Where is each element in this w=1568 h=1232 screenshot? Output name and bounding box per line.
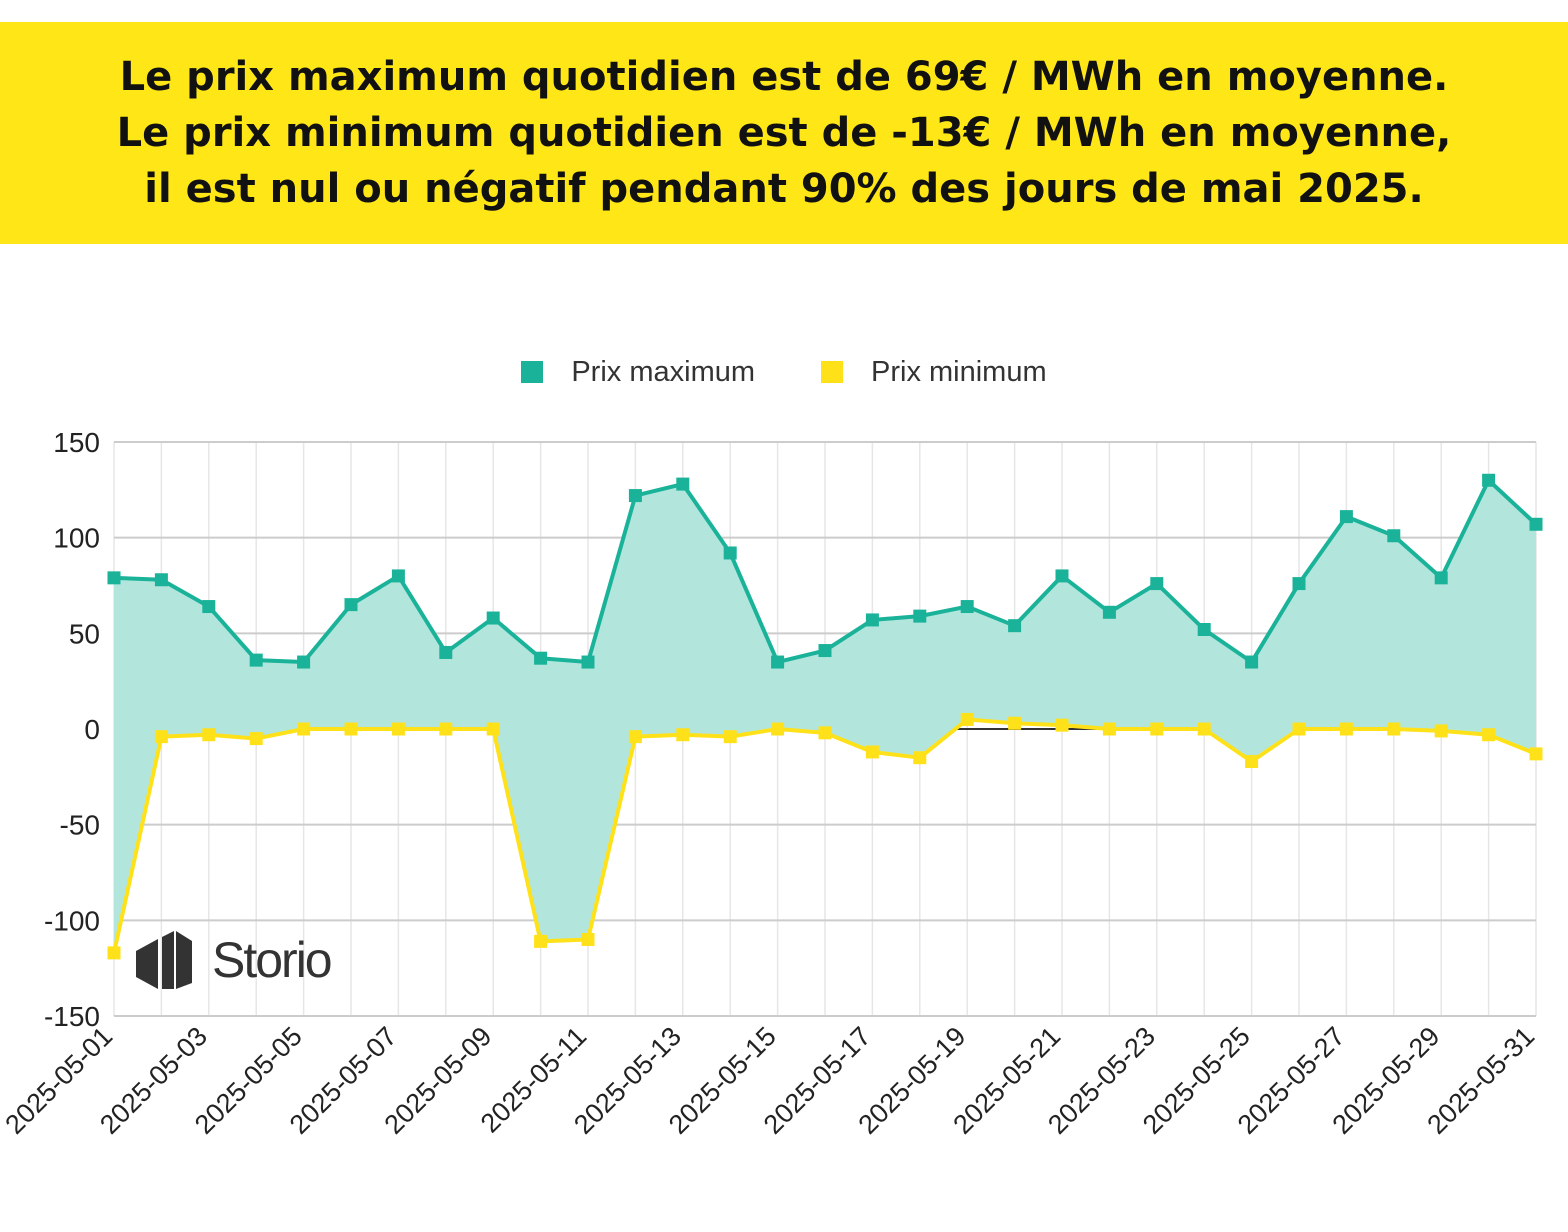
- data-point-min: [960, 712, 974, 726]
- data-point-max: [439, 645, 453, 659]
- data-point-min: [723, 730, 737, 744]
- data-point-min: [1102, 722, 1116, 736]
- data-point-max: [107, 571, 121, 585]
- y-tick-label: -100: [44, 905, 100, 936]
- data-point-max: [1387, 529, 1401, 543]
- data-point-min: [628, 730, 642, 744]
- data-point-min: [1529, 747, 1543, 761]
- data-point-min: [818, 726, 832, 740]
- data-point-max: [1434, 571, 1448, 585]
- range-fill-area: [114, 480, 1536, 953]
- data-point-min: [771, 722, 785, 736]
- data-point-min: [344, 722, 358, 736]
- data-point-max: [1150, 577, 1164, 591]
- data-point-min: [676, 728, 690, 742]
- data-point-max: [1197, 623, 1211, 637]
- data-point-min: [249, 732, 263, 746]
- data-point-max: [628, 489, 642, 503]
- data-point-min: [865, 745, 879, 759]
- y-tick-label: -150: [44, 1001, 100, 1032]
- data-point-max: [818, 644, 832, 658]
- legend-label-min: Prix minimum: [871, 355, 1047, 388]
- data-point-min: [486, 722, 500, 736]
- data-point-min: [154, 730, 168, 744]
- storio-logo-text: Storio: [212, 932, 333, 988]
- headline-line-2: Le prix minimum quotidien est de -13€ / …: [116, 110, 1452, 156]
- data-point-max: [1008, 619, 1022, 633]
- data-point-min: [1387, 722, 1401, 736]
- y-tick-label: 100: [53, 523, 100, 554]
- headline-line-3: il est nul ou négatif pendant 90% des jo…: [144, 166, 1424, 212]
- legend-swatch-min: [821, 361, 844, 383]
- headline-banner: Le prix maximum quotidien est de 69€ / M…: [0, 22, 1568, 244]
- data-point-max: [1339, 510, 1353, 524]
- y-tick-label: 150: [53, 427, 100, 458]
- legend-item-max: Prix maximum: [521, 356, 755, 389]
- data-point-max: [723, 546, 737, 560]
- data-point-max: [865, 613, 879, 627]
- data-point-max: [344, 598, 358, 612]
- storio-watermark: Storio: [136, 928, 333, 992]
- chart-legend: Prix maximum Prix minimum: [0, 350, 1568, 394]
- data-point-max: [297, 655, 311, 669]
- data-point-max: [676, 477, 690, 491]
- y-tick-label: 50: [69, 618, 100, 649]
- legend-swatch-max: [521, 361, 544, 383]
- y-tick-label: -50: [60, 810, 100, 841]
- data-point-max: [1482, 473, 1496, 487]
- data-point-min: [202, 728, 216, 742]
- data-point-max: [534, 651, 548, 665]
- data-point-min: [391, 722, 405, 736]
- legend-item-min: Prix minimum: [821, 356, 1047, 389]
- data-point-min: [297, 722, 311, 736]
- data-point-min: [1150, 722, 1164, 736]
- data-point-min: [581, 932, 595, 946]
- data-point-min: [107, 946, 121, 960]
- headline-line-1: Le prix maximum quotidien est de 69€ / M…: [119, 54, 1449, 100]
- data-point-max: [581, 655, 595, 669]
- data-point-max: [1055, 569, 1069, 583]
- storio-logo-icon: [136, 931, 192, 989]
- data-point-max: [771, 655, 785, 669]
- data-point-max: [913, 609, 927, 623]
- data-point-max: [391, 569, 405, 583]
- data-point-min: [1482, 728, 1496, 742]
- data-point-min: [439, 722, 453, 736]
- data-point-max: [960, 600, 974, 614]
- data-point-max: [154, 573, 168, 587]
- data-point-max: [1292, 577, 1306, 591]
- data-point-min: [1434, 724, 1448, 738]
- data-point-min: [913, 751, 927, 765]
- data-point-min: [1292, 722, 1306, 736]
- data-point-max: [249, 653, 263, 667]
- data-point-max: [1102, 605, 1116, 619]
- data-point-min: [1055, 718, 1069, 732]
- data-point-max: [486, 611, 500, 625]
- legend-label-max: Prix maximum: [571, 355, 756, 388]
- data-point-max: [1245, 655, 1259, 669]
- data-point-min: [1339, 722, 1353, 736]
- y-tick-label: 0: [84, 714, 100, 745]
- data-point-min: [534, 934, 548, 948]
- data-point-min: [1008, 716, 1022, 730]
- data-point-max: [202, 600, 216, 614]
- data-point-min: [1197, 722, 1211, 736]
- data-point-min: [1245, 755, 1259, 769]
- data-point-max: [1529, 517, 1543, 531]
